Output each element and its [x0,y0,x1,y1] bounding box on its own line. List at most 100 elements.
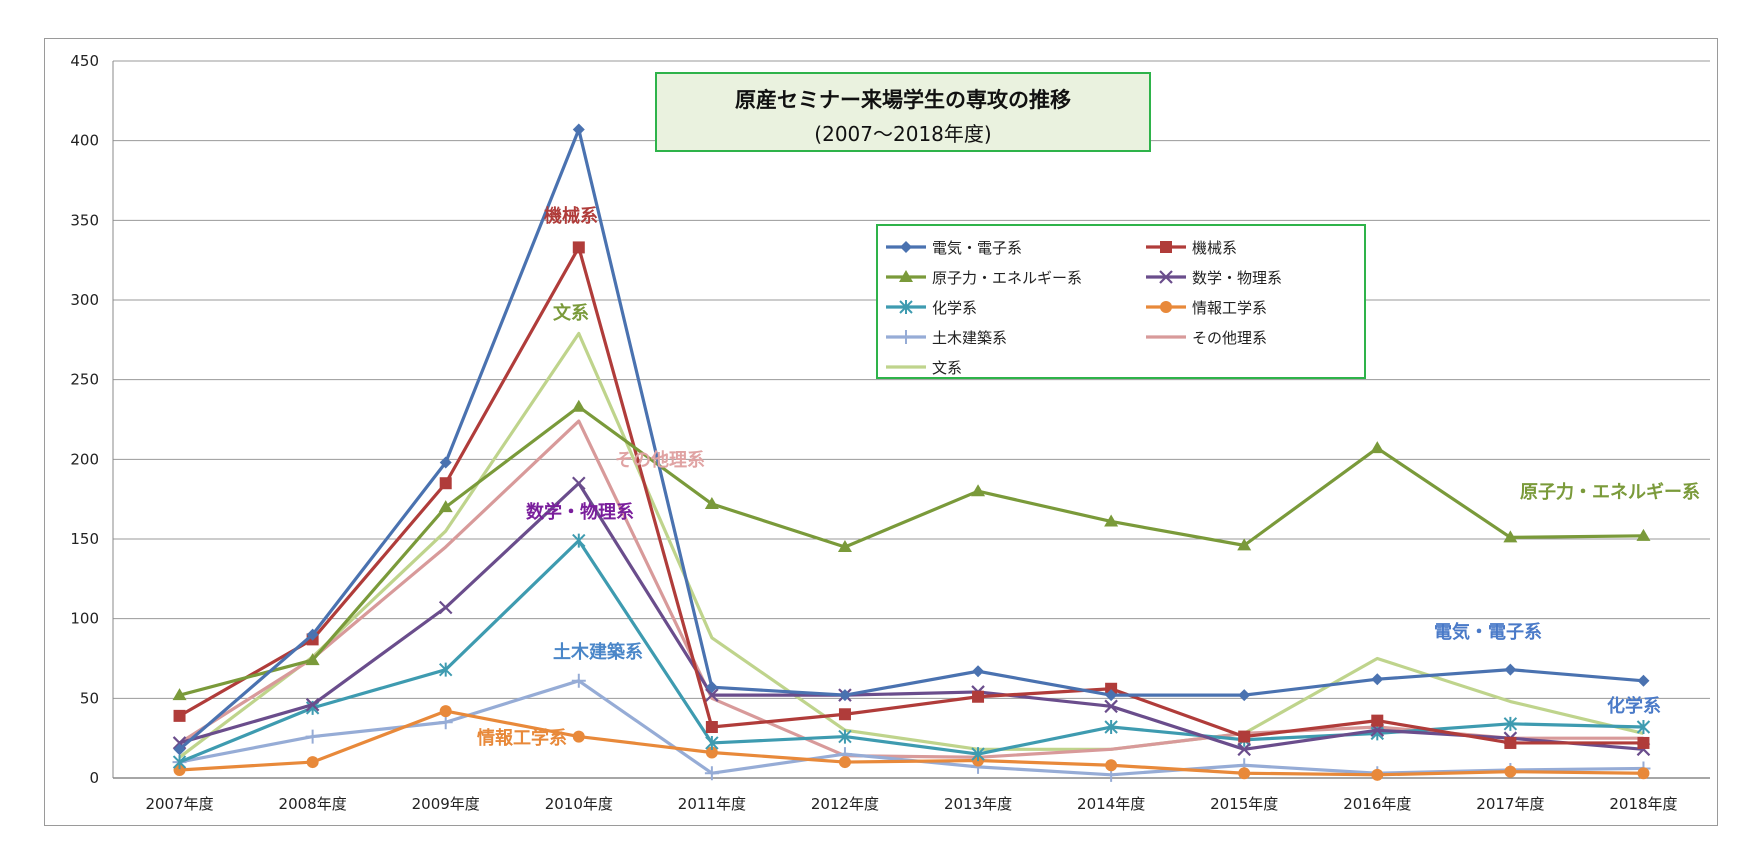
y-tick-label: 150 [70,530,99,548]
data-point [1504,736,1517,749]
data-point [972,665,985,678]
annotation-label: 文系 [553,302,589,324]
data-point [705,688,719,702]
chart-title: 原産セミナー来場学生の専攻の推移 [735,88,1071,112]
legend-marker [899,330,913,344]
legend-marker [1160,241,1172,253]
data-point [971,484,986,497]
series-2 [172,399,1651,701]
legend-marker [1160,301,1172,313]
data-point [705,681,718,694]
data-point [838,708,851,721]
data-point [1104,699,1118,714]
data-point [837,539,852,552]
data-point [1371,714,1384,727]
data-point [572,241,585,254]
data-point [439,662,453,677]
data-point [1371,768,1384,781]
annotation-label: 土木建築系 [553,641,643,663]
series-line [178,127,1644,751]
data-point [173,764,186,777]
x-tick-label: 2018年度 [1609,795,1677,813]
legend-swatch [886,241,926,253]
annotation-label: 機械系 [544,205,598,227]
data-point [306,756,319,769]
x-tick-label: 2008年度 [279,795,347,813]
legend-label: 土木建築系 [932,328,1008,347]
y-tick-label: 250 [70,371,99,389]
y-tick-label: 300 [70,291,99,309]
data-point [838,689,851,702]
data-point [172,688,187,701]
data-point [439,456,452,469]
x-tick-label: 2016年度 [1343,795,1411,813]
y-tick-label: 50 [80,689,99,707]
legend-label: その他理系 [1192,328,1268,347]
data-point [838,729,852,744]
series-line [179,405,1644,697]
annotation-label: 電気・電子系 [1434,621,1542,643]
series-8 [178,331,1644,759]
series-line [178,419,1644,759]
x-tick-label: 2010年度 [545,795,613,813]
annotation-label: その他理系 [615,449,705,471]
annotation-label: 数学・物理系 [526,501,634,523]
legend-item: 電気・電子系 [886,232,1146,262]
data-point [1504,765,1517,778]
data-point [1237,538,1252,551]
x-tick-label: 2007年度 [145,795,213,813]
legend-swatch [1146,301,1186,313]
data-point [305,697,320,712]
chart-subtitle: (2007～2018年度) [814,122,992,146]
legend-swatch [886,330,926,344]
legend-label: 機械系 [1192,238,1238,257]
annotation-label: 情報工学系 [477,727,567,749]
series-0 [173,123,1650,756]
legend-marker [900,241,912,253]
data-point [1104,720,1118,735]
series-5 [173,705,1650,781]
chart-title-box: 原産セミナー来場学生の専攻の推移 (2007～2018年度) [655,72,1151,152]
legend-marker [1159,270,1173,284]
x-tick-label: 2013年度 [944,795,1012,813]
x-tick-label: 2015年度 [1210,795,1278,813]
legend-marker [899,270,913,282]
data-point [1370,441,1385,454]
data-point [704,766,719,781]
x-tick-label: 2012年度 [811,795,879,813]
legend-item: 化学系 [886,292,1146,322]
data-point [1238,767,1251,780]
data-point [572,123,585,136]
data-point [1503,716,1518,731]
series-7 [178,419,1644,759]
y-tick-label: 0 [89,769,99,787]
data-point [438,500,453,513]
legend-swatch [886,365,926,369]
data-point [173,709,186,722]
y-tick-label: 200 [70,450,99,468]
data-point [172,755,187,770]
y-tick-label: 100 [70,610,99,628]
data-point [439,477,452,490]
legend-item: その他理系 [1146,322,1366,352]
data-point [572,476,586,491]
legend-label: 原子力・エネルギー系 [932,268,1083,287]
data-point [1637,767,1650,780]
data-point [1371,673,1384,686]
data-point [572,533,586,548]
legend-label: 数学・物理系 [1192,268,1283,287]
legend-item: 情報工学系 [1146,292,1366,322]
data-point [1636,528,1651,541]
data-point [1637,736,1650,749]
legend-label: 化学系 [932,298,978,317]
data-point [1504,663,1517,676]
annotation-label: 原子力・エネルギー系 [1520,482,1700,503]
data-point [1636,720,1651,735]
data-point [1104,514,1119,527]
data-point [571,673,586,688]
x-tick-label: 2014年度 [1077,795,1145,813]
legend-item: 数学・物理系 [1146,262,1366,292]
data-point [1105,682,1118,695]
data-point [1238,730,1251,743]
